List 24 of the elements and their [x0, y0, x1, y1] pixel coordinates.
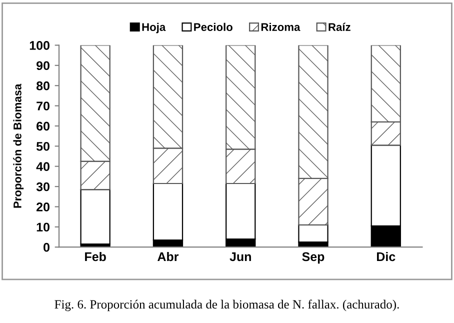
y-tick-label: 100: [30, 41, 50, 50]
y-tick-label: 90: [36, 61, 50, 70]
y-tick-label: 10: [36, 222, 50, 232]
y-tick-label: 60: [36, 122, 50, 131]
y-tick-label: 80: [36, 81, 50, 90]
legend-label: Peciolo: [194, 22, 232, 32]
x-tick-label: Dic: [377, 252, 396, 262]
y-tick-label: 40: [36, 162, 50, 171]
x-tick-label: Sep: [302, 252, 324, 264]
x-tick-label: Feb: [85, 252, 106, 262]
x-tick-label: Jun: [230, 252, 251, 262]
caption: Fig. 6. Proporción acumulada de la biomasa de N. fallax. (achurado).: [54, 300, 399, 312]
y-tick-label: 50: [36, 142, 50, 151]
legend-label: Raíz: [328, 22, 350, 32]
y-tick-label: 0: [44, 242, 50, 252]
bar: [298, 224, 328, 243]
y-axis-title: Proporción de Biomasa: [13, 84, 24, 208]
bar: [80, 189, 110, 245]
y-tick-label: 30: [36, 182, 50, 192]
x-tick-label: Abr: [158, 252, 179, 262]
y-tick-label: 20: [36, 202, 50, 212]
legend-label: Rizoma: [261, 22, 300, 32]
y-tick-label: 70: [36, 102, 50, 110]
legend-label: Hoja: [142, 22, 166, 34]
